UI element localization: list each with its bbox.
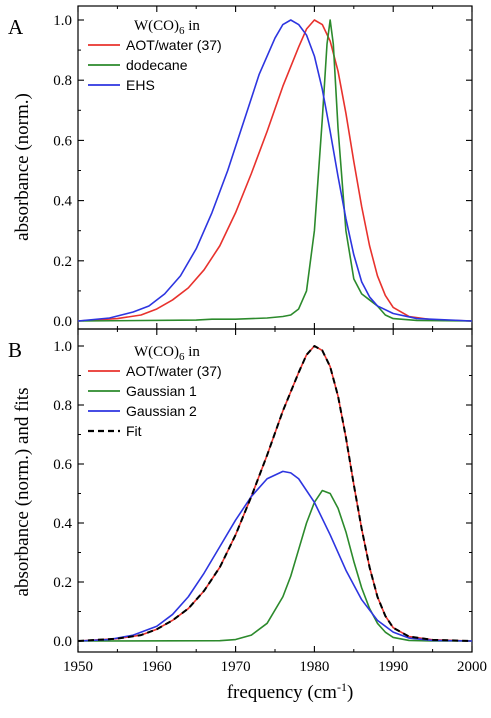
y-tick-label: 1.0 [53,13,72,29]
y-tick-label: 1.0 [53,339,72,355]
x-tick-label: 1980 [299,659,329,675]
y-tick-label: 0.2 [53,254,72,270]
panel-b: 0.0 0.2 0.4 0.6 0.8 1.0 1950 1960 1970 1980 1990 20… [8,328,487,675]
panel-b-ylabel: absorbance (norm.) and fits [12,388,33,597]
y-tick-label: 0.0 [53,314,72,330]
legend-label: dodecane [126,57,188,73]
x-tick-label: 1960 [142,659,172,675]
y-tick-label: 0.4 [53,194,72,210]
y-tick-label: 0.8 [53,398,72,414]
x-tick-label: 1990 [378,659,408,675]
y-tick-label: 0.8 [53,73,72,89]
panel-b-legend: W(CO)6 in AOT/water (37) Gaussian 1 Gaussi… [88,344,222,439]
panel-b-ticks: 0.0 0.2 0.4 0.6 0.8 1.0 1950 1960 1970 1980 1990 20… [53,329,487,675]
legend-label: Gaussian 1 [126,383,197,399]
panel-a: 0.00.20.40.60.81.0 A absorbance (norm.) … [8,5,473,330]
legend-label: AOT/water (37) [126,37,222,53]
x-tick-label: 2000 [457,659,487,675]
panel-a-ticks: 0.0 0.2 0.4 0.6 0.8 1.0 [53,6,473,330]
panel-b-series [77,345,473,642]
y-tick-label: 0.4 [53,516,72,532]
x-axis-title: frequency (cm-1) [227,680,354,703]
panel-a-legend: W(CO)6 in AOT/water (37) dodecane EHS [88,18,222,93]
panel-a-series [77,19,473,322]
y-tick-label: 0.2 [53,575,72,591]
x-tick-label: 1950 [63,659,93,675]
series-line-ehs [77,19,473,322]
panel-b-label: B [8,338,22,362]
panel-a-ylabel: absorbance (norm.) [12,93,33,241]
x-tick-label: 1970 [221,659,251,675]
y-tick-label: 0.0 [53,634,72,650]
legend-label: Gaussian 2 [126,403,197,419]
series-line-gaussian-1 [77,489,472,642]
y-tick-label: 0.6 [53,133,72,149]
series-line-gaussian-2 [77,470,473,642]
legend-label: EHS [126,77,155,93]
panel-a-frame [77,5,473,330]
legend-label: AOT/water (37) [126,363,222,379]
panel-b-legend-title: W(CO)6 in [134,344,200,363]
series-line-aot-water-37- [77,19,473,322]
y-tick-label: 0.6 [53,457,72,473]
legend-label: Fit [126,423,142,439]
series-line-fit [77,345,473,642]
panel-a-label: A [8,15,24,39]
panel-a-legend-title: W(CO)6 in [134,18,200,37]
